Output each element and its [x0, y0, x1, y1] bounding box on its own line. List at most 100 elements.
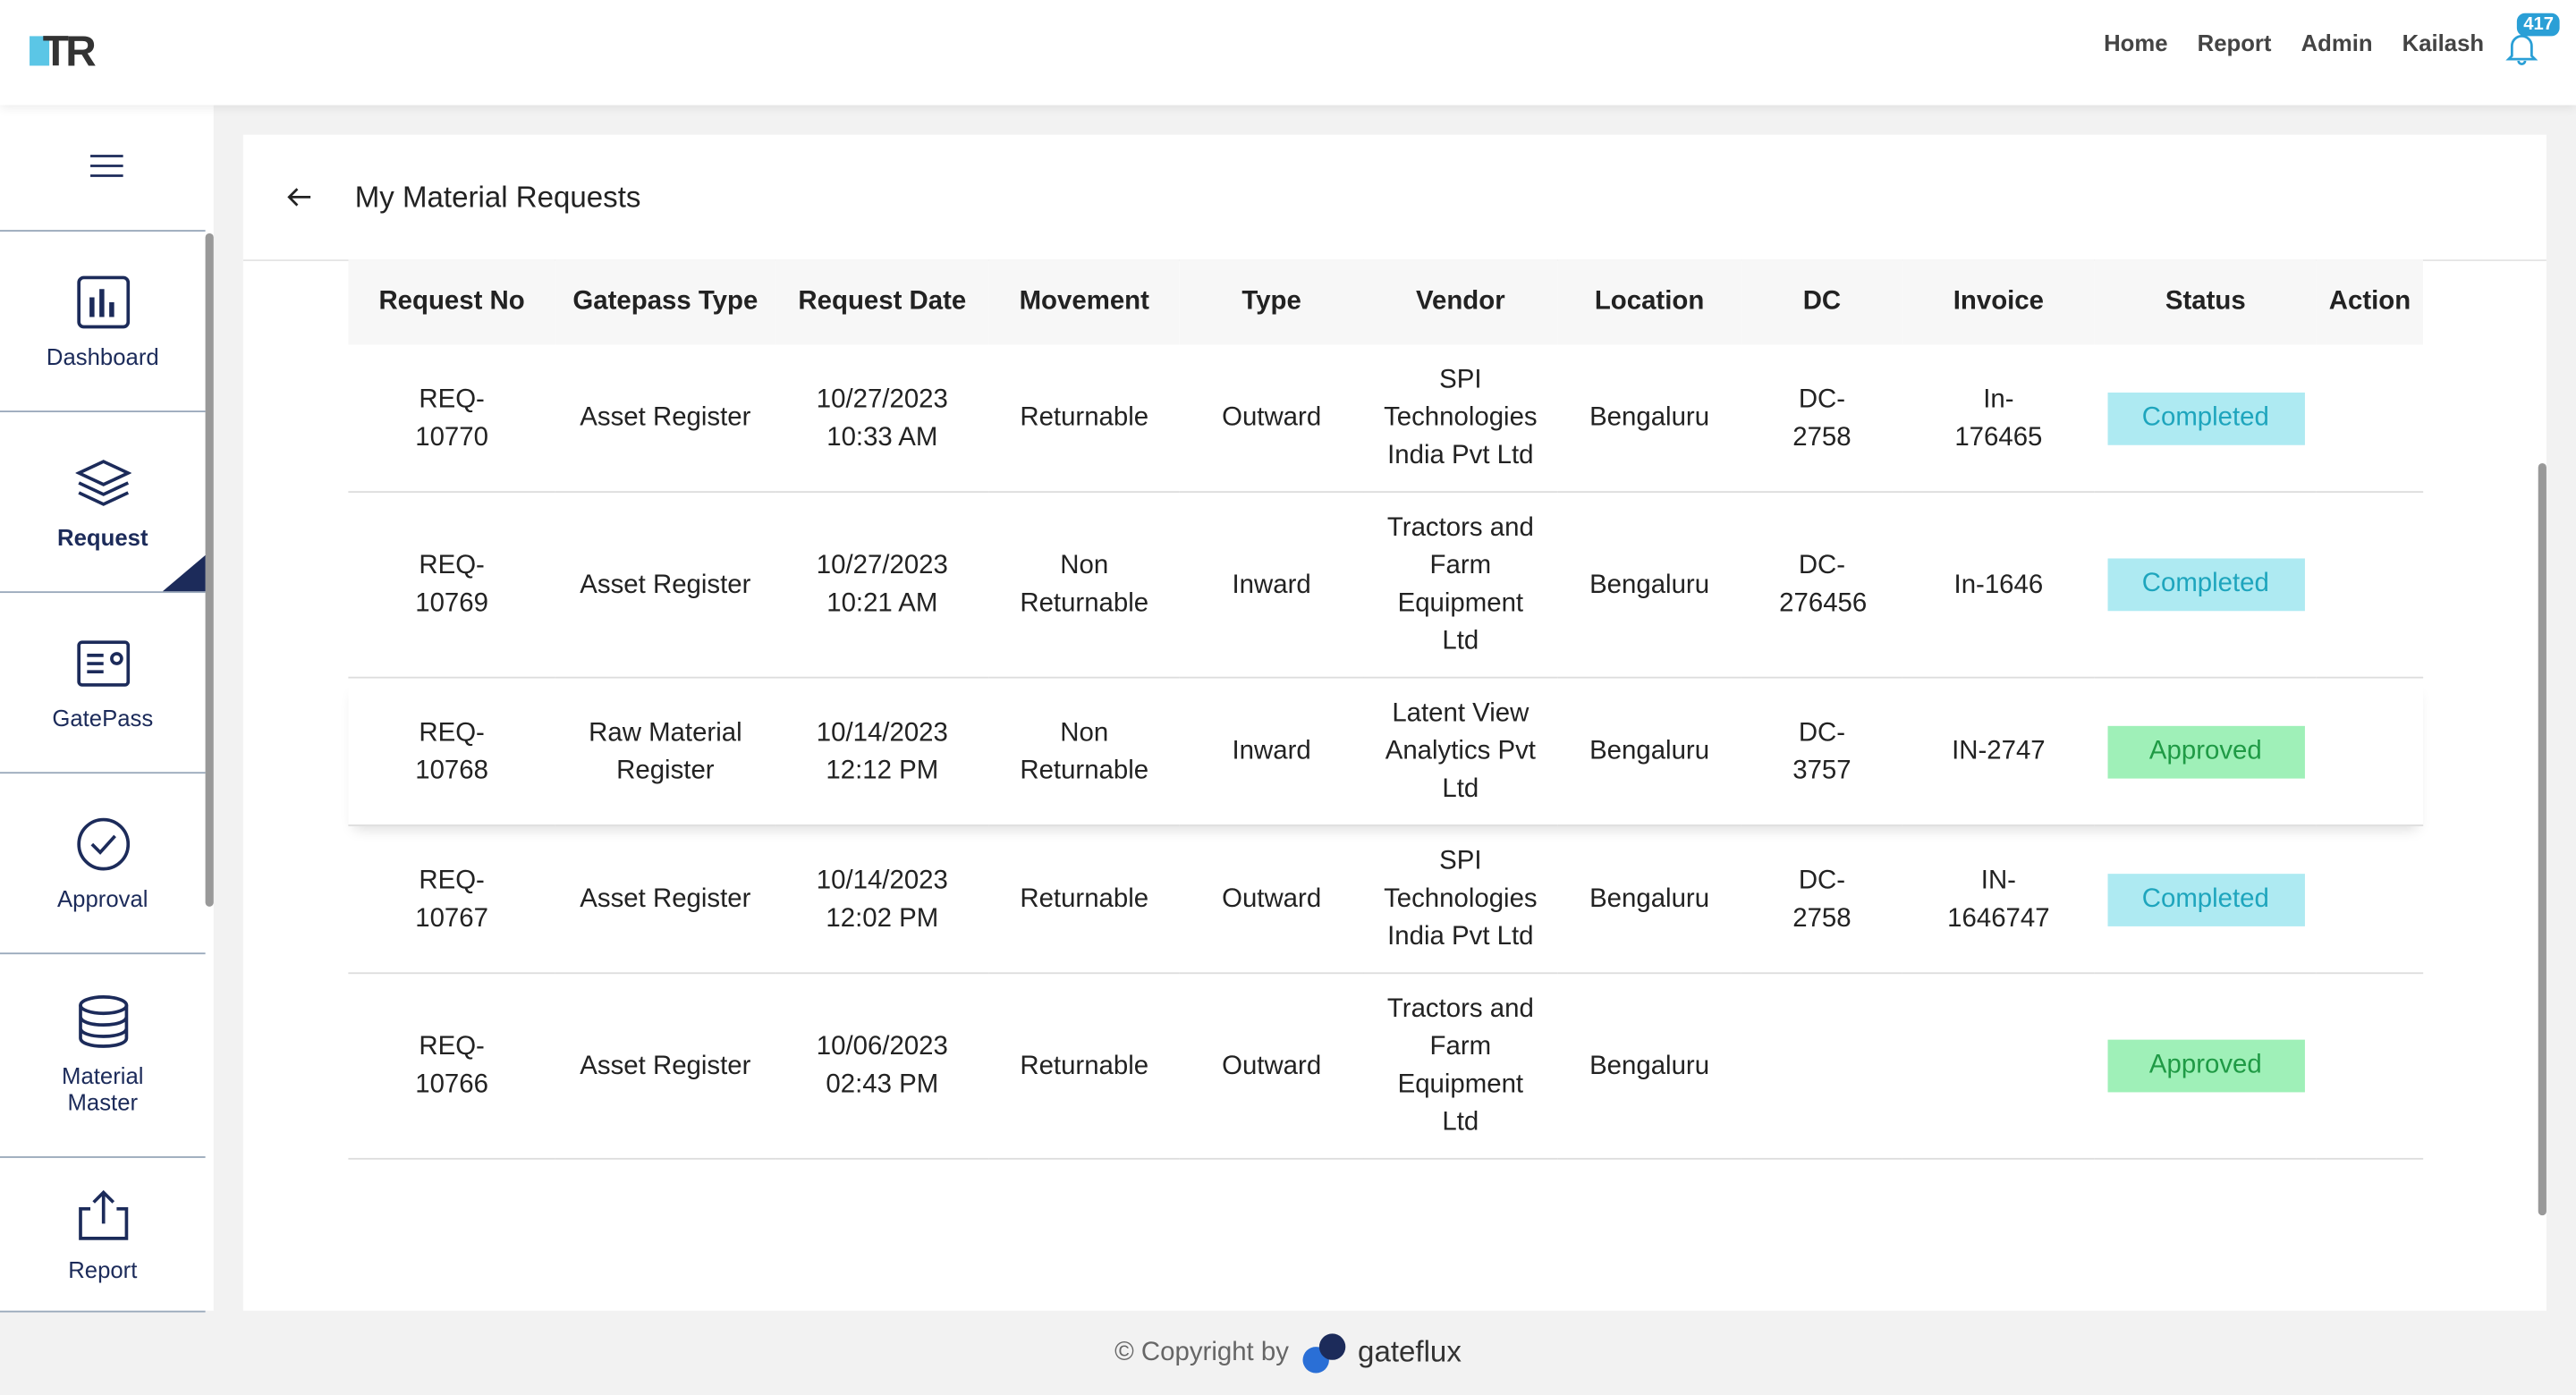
nav-link[interactable]: Report	[2197, 30, 2272, 56]
bell-icon[interactable]	[2504, 30, 2539, 65]
table-cell: Bengaluru	[1557, 973, 1741, 1160]
column-header[interactable]: Type	[1179, 259, 1364, 345]
table-cell: Completed	[2094, 492, 2317, 679]
cell-text: Returnable	[1020, 403, 1149, 433]
cell-text: Returnable	[1020, 884, 1149, 914]
cell-text: Outward	[1222, 1052, 1322, 1080]
cell-text: Outward	[1222, 884, 1322, 914]
logo-text[interactable]: TR	[42, 26, 97, 76]
column-header[interactable]: Invoice	[1902, 259, 2095, 345]
notification-badge[interactable]: 417	[2516, 13, 2561, 37]
sidebar-item[interactable]: Material Master	[0, 952, 206, 1158]
sidebar-label: Material Master	[62, 1062, 144, 1116]
cell-text: Inward	[1232, 737, 1311, 765]
cell-text: DC-2758	[1792, 385, 1852, 452]
column-header[interactable]: Request Date	[775, 259, 989, 345]
cell-text: REQ-10767	[415, 866, 488, 933]
sidebar-icon	[78, 1189, 128, 1240]
sidebar-item[interactable]: GatePass	[0, 595, 206, 774]
cell-text: Asset Register	[580, 884, 751, 914]
scrollbar	[205, 232, 214, 907]
cell-text: Asset Register	[580, 403, 751, 433]
table-cell: Returnable	[988, 973, 1180, 1160]
scrollbar	[2538, 462, 2546, 1216]
active-marker	[162, 554, 206, 592]
nav-link[interactable]: Kailash	[2402, 30, 2485, 56]
sidebar-item[interactable]: Request	[0, 414, 206, 594]
column-header[interactable]: Location	[1557, 259, 1741, 345]
nav-link[interactable]: Home	[2104, 30, 2168, 56]
table-cell: Bengaluru	[1557, 344, 1741, 494]
cell-text: SPI Technologies India Pvt Ltd	[1384, 366, 1538, 470]
nav: Home Report Admin Kailash	[2104, 30, 2484, 55]
column-header[interactable]: Gatepass Type	[555, 259, 775, 345]
menu-icon[interactable]	[90, 155, 123, 178]
cell-text: IN-1646747	[1947, 866, 2050, 933]
table-cell: Tractors and Farm Equipment Ltd	[1363, 492, 1558, 679]
table-cell: Approved	[2094, 677, 2317, 826]
table-cell: Outward	[1179, 973, 1364, 1160]
cell-text: REQ-10766	[415, 1033, 488, 1099]
sidebar-icon	[76, 817, 130, 871]
requests-table: Request No Gatepass Type Request Date Movem…	[348, 259, 2424, 1160]
cell-text: Bengaluru	[1589, 884, 1710, 914]
column-header[interactable]: Status	[2094, 259, 2317, 345]
table-cell: Completed	[2094, 344, 2317, 494]
cell-text: Non Returnable	[1020, 718, 1149, 785]
cell-text: 10/14/2023 12:12 PM	[816, 718, 948, 785]
table-cell: REQ-10769	[348, 492, 555, 679]
column-header[interactable]: Vendor	[1363, 259, 1558, 345]
table-cell: REQ-10770	[348, 344, 555, 494]
column-header[interactable]: DC	[1741, 259, 1902, 345]
table-cell: REQ-10766	[348, 973, 555, 1160]
cell-text: Returnable	[1020, 1052, 1149, 1080]
table-cell: SPI Technologies India Pvt Ltd	[1363, 824, 1558, 975]
nav-link[interactable]: Admin	[2301, 30, 2373, 56]
table-cell: Bengaluru	[1557, 492, 1741, 679]
sidebar-label: Request	[57, 523, 148, 551]
table-row[interactable]: REQ-10766 Asset Register 10/06/2023 02:43 …	[348, 973, 2424, 1160]
table-cell: 10/14/2023 12:12 PM	[775, 677, 989, 826]
table-cell: Asset Register	[555, 824, 775, 975]
table-cell: DC-276456	[1741, 492, 1902, 679]
cell-text: Asset Register	[580, 1052, 751, 1080]
sidebar-label: Report	[68, 1256, 138, 1283]
table-cell	[2316, 973, 2424, 1160]
table-cell: DC-3757	[1741, 677, 1902, 826]
table-cell: DC-2758	[1741, 344, 1902, 494]
status-badge: Completed	[2106, 558, 2305, 612]
table-cell: In-1646	[1902, 492, 2095, 679]
table-cell: Bengaluru	[1557, 824, 1741, 975]
table-row[interactable]: REQ-10767 Asset Register 10/14/2023 12:02 …	[348, 824, 2424, 975]
sidebar-label: GatePass	[52, 704, 154, 731]
table-cell: IN-2747	[1902, 677, 2095, 826]
sidebar-item[interactable]: Report	[0, 1160, 206, 1313]
sidebar-icon	[74, 460, 131, 506]
table-row[interactable]: REQ-10770 Asset Register 10/27/2023 10:33 …	[348, 344, 2424, 494]
cell-text: Raw Material Register	[589, 718, 742, 785]
table-cell: Tractors and Farm Equipment Ltd	[1363, 973, 1558, 1160]
table-cell: DC-2758	[1741, 824, 1902, 975]
logo[interactable]: TR	[30, 26, 97, 77]
table-cell	[2316, 344, 2424, 494]
cell-text: Bengaluru	[1589, 403, 1710, 433]
sidebar-item[interactable]: Approval	[0, 775, 206, 955]
table-cell: REQ-10768	[348, 677, 555, 826]
divider	[0, 230, 206, 232]
table-row[interactable]: REQ-10769 Asset Register 10/27/2023 10:21 …	[348, 492, 2424, 679]
sidebar-item[interactable]: Dashboard	[0, 233, 206, 413]
header-row: Request No Gatepass Type Request Date Movem…	[348, 259, 2424, 345]
column-header[interactable]: Request No	[348, 259, 555, 345]
column-header[interactable]: Action	[2316, 259, 2424, 345]
cell-text: Outward	[1222, 403, 1322, 433]
table-cell: Inward	[1179, 677, 1364, 826]
column-header[interactable]: Movement	[988, 259, 1180, 345]
table-cell: Returnable	[988, 344, 1180, 494]
cell-text: IN-2747	[1952, 737, 2046, 765]
back-arrow[interactable]	[286, 184, 312, 210]
cell-text: Tractors and Farm Equipment Ltd	[1386, 513, 1534, 655]
cell-text: DC-2758	[1792, 866, 1852, 933]
table-row[interactable]: REQ-10768 Raw Material Register 10/14/2023…	[348, 677, 2424, 826]
sidebar-icon	[76, 275, 130, 329]
